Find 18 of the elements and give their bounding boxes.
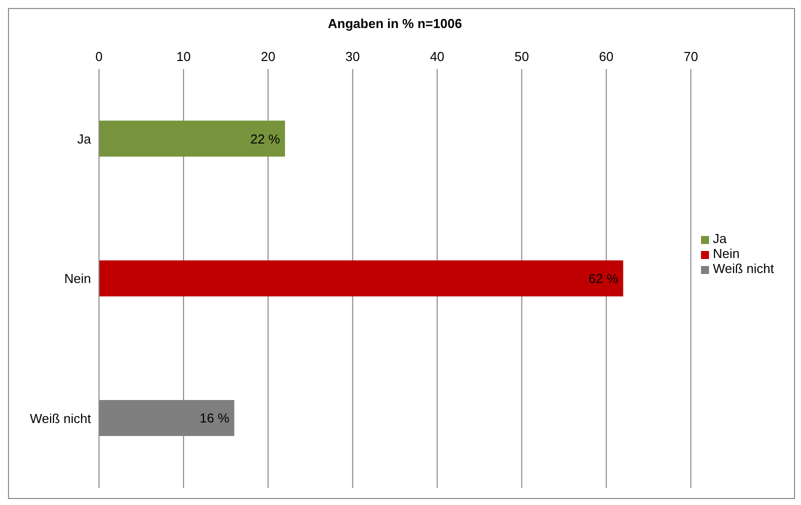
y-tick-label: Ja [77,131,92,146]
x-tick-label: 0 [95,49,103,64]
x-tick-label: 30 [345,49,360,64]
x-axis-title: Angaben in % n=1006 [328,16,462,32]
x-tick-label: 40 [430,49,444,64]
x-tick-label: 10 [176,49,191,64]
legend-label: Weiß nicht [712,261,774,276]
x-tick-label: 60 [599,49,614,64]
data-label: 16 % [200,410,230,426]
y-tick-label: Weiß nicht [30,410,92,426]
data-label: 22 % [250,131,280,146]
legend-label: Ja [712,231,727,246]
x-tick-label: 70 [684,49,698,64]
legend-label: Nein [712,246,740,261]
x-tick-label: 50 [514,49,529,64]
x-tick-label: 20 [260,49,276,64]
data-label: 62 % [588,270,619,286]
y-tick-label: Nein [64,271,91,286]
